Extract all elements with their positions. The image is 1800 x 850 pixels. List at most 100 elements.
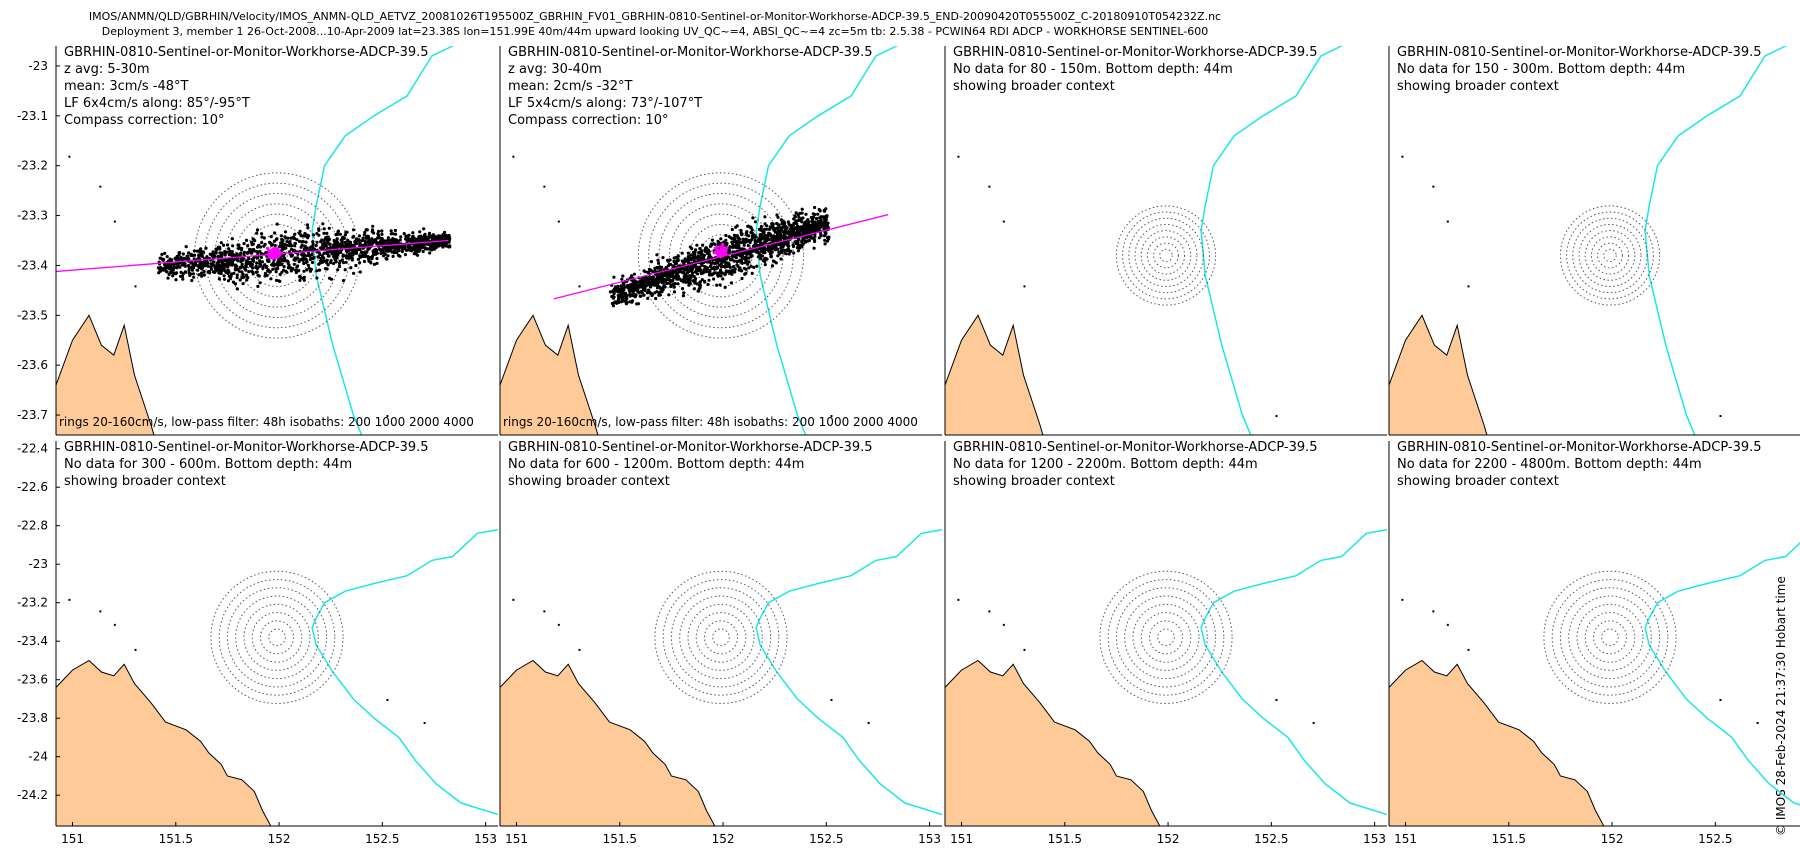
scatter-point	[258, 281, 262, 285]
scatter-point	[719, 237, 723, 241]
x-tick-label: 151.5	[1492, 832, 1526, 846]
scatter-point	[686, 279, 690, 283]
scatter-point	[305, 233, 309, 237]
scatter-point	[319, 259, 323, 263]
mean-marker	[715, 245, 727, 258]
scatter-point	[633, 279, 637, 283]
scatter-point	[240, 262, 244, 266]
scatter-point	[375, 261, 379, 265]
scatter-point	[731, 265, 736, 269]
scatter-point	[727, 248, 732, 252]
scatter-point	[260, 260, 264, 264]
velocity-scatter	[608, 205, 831, 308]
speed-ring	[226, 587, 328, 688]
speed-ring	[1551, 579, 1669, 696]
scatter-point	[296, 269, 301, 273]
scatter-point	[288, 240, 292, 244]
scatter-point	[806, 223, 810, 227]
scatter-point	[233, 268, 237, 272]
scatter-point	[671, 282, 676, 286]
panel-title-line: showing broader context	[64, 474, 226, 489]
scatter-point	[189, 253, 193, 257]
scatter-point	[293, 258, 297, 262]
y-tick-label: -23.6	[17, 673, 48, 687]
scatter-point	[293, 244, 297, 248]
scatter-point	[397, 246, 401, 250]
scatter-point	[792, 217, 796, 221]
scatter-point	[297, 231, 301, 235]
panel-title-line: showing broader context	[953, 79, 1115, 94]
scatter-point	[783, 251, 787, 255]
scatter-point	[779, 226, 784, 230]
island	[512, 155, 515, 158]
scatter-point	[656, 261, 661, 265]
scatter-point	[631, 288, 635, 292]
scatter-point	[624, 302, 629, 306]
scatter-point	[223, 253, 227, 257]
scatter-point	[414, 247, 418, 251]
mean-cluster-point	[721, 242, 725, 246]
scatter-point	[420, 244, 424, 248]
scatter-point	[740, 247, 744, 251]
speed-ring	[210, 570, 344, 704]
scatter-point	[702, 253, 707, 257]
scatter-point	[223, 269, 227, 273]
x-tick-label: 152.5	[365, 832, 399, 846]
scatter-point	[794, 219, 798, 223]
scatter-point	[187, 265, 191, 269]
scatter-point	[340, 258, 344, 262]
mean-marker	[268, 247, 281, 260]
land-mass	[56, 659, 272, 826]
scatter-point	[236, 267, 240, 272]
panel-7	[944, 441, 1387, 827]
scatter-point	[756, 255, 761, 259]
scatter-point	[265, 273, 269, 278]
speed-ring	[695, 612, 747, 663]
scatter-point	[265, 264, 269, 269]
scatter-point	[371, 238, 376, 242]
scatter-point	[735, 224, 739, 228]
scatter-point	[380, 248, 384, 252]
scatter-point	[721, 277, 725, 281]
island	[1719, 698, 1722, 701]
scatter-point	[301, 276, 305, 280]
scatter-point	[746, 244, 750, 248]
scatter-point	[774, 245, 778, 249]
scatter-point	[386, 238, 390, 242]
scatter-point	[346, 243, 350, 247]
scatter-point	[825, 214, 829, 218]
scatter-point	[368, 255, 372, 260]
scatter-point	[649, 285, 653, 289]
scatter-point	[382, 240, 386, 244]
scatter-point	[259, 255, 263, 259]
scatter-point	[763, 249, 767, 253]
panel-title-line: z avg: 5-30m	[64, 62, 150, 77]
scatter-point	[260, 235, 264, 239]
scatter-point	[774, 239, 778, 243]
panel-6	[499, 441, 942, 827]
scatter-point	[341, 279, 346, 283]
scatter-point	[344, 230, 348, 234]
scatter-point	[237, 247, 241, 251]
panel-1	[55, 46, 498, 436]
scatter-point	[176, 263, 180, 267]
scatter-point	[325, 258, 329, 262]
y-tick-label: -23.3	[17, 209, 48, 223]
scatter-point	[297, 260, 301, 264]
scatter-point	[447, 233, 451, 238]
x-tick-label: 152	[1601, 832, 1624, 846]
scatter-point	[776, 254, 780, 258]
scatter-point	[377, 236, 381, 240]
scatter-point	[679, 270, 683, 274]
scatter-point	[820, 223, 824, 227]
scatter-point	[372, 231, 376, 235]
island	[1312, 722, 1315, 725]
x-tick-label: 151.5	[603, 832, 637, 846]
speed-ring	[1559, 205, 1661, 306]
scatter-point	[321, 222, 325, 226]
scatter-point	[751, 234, 755, 238]
scatter-point	[617, 295, 621, 299]
scatter-point	[166, 276, 170, 280]
scatter-point	[767, 249, 771, 253]
scatter-point	[191, 272, 195, 276]
